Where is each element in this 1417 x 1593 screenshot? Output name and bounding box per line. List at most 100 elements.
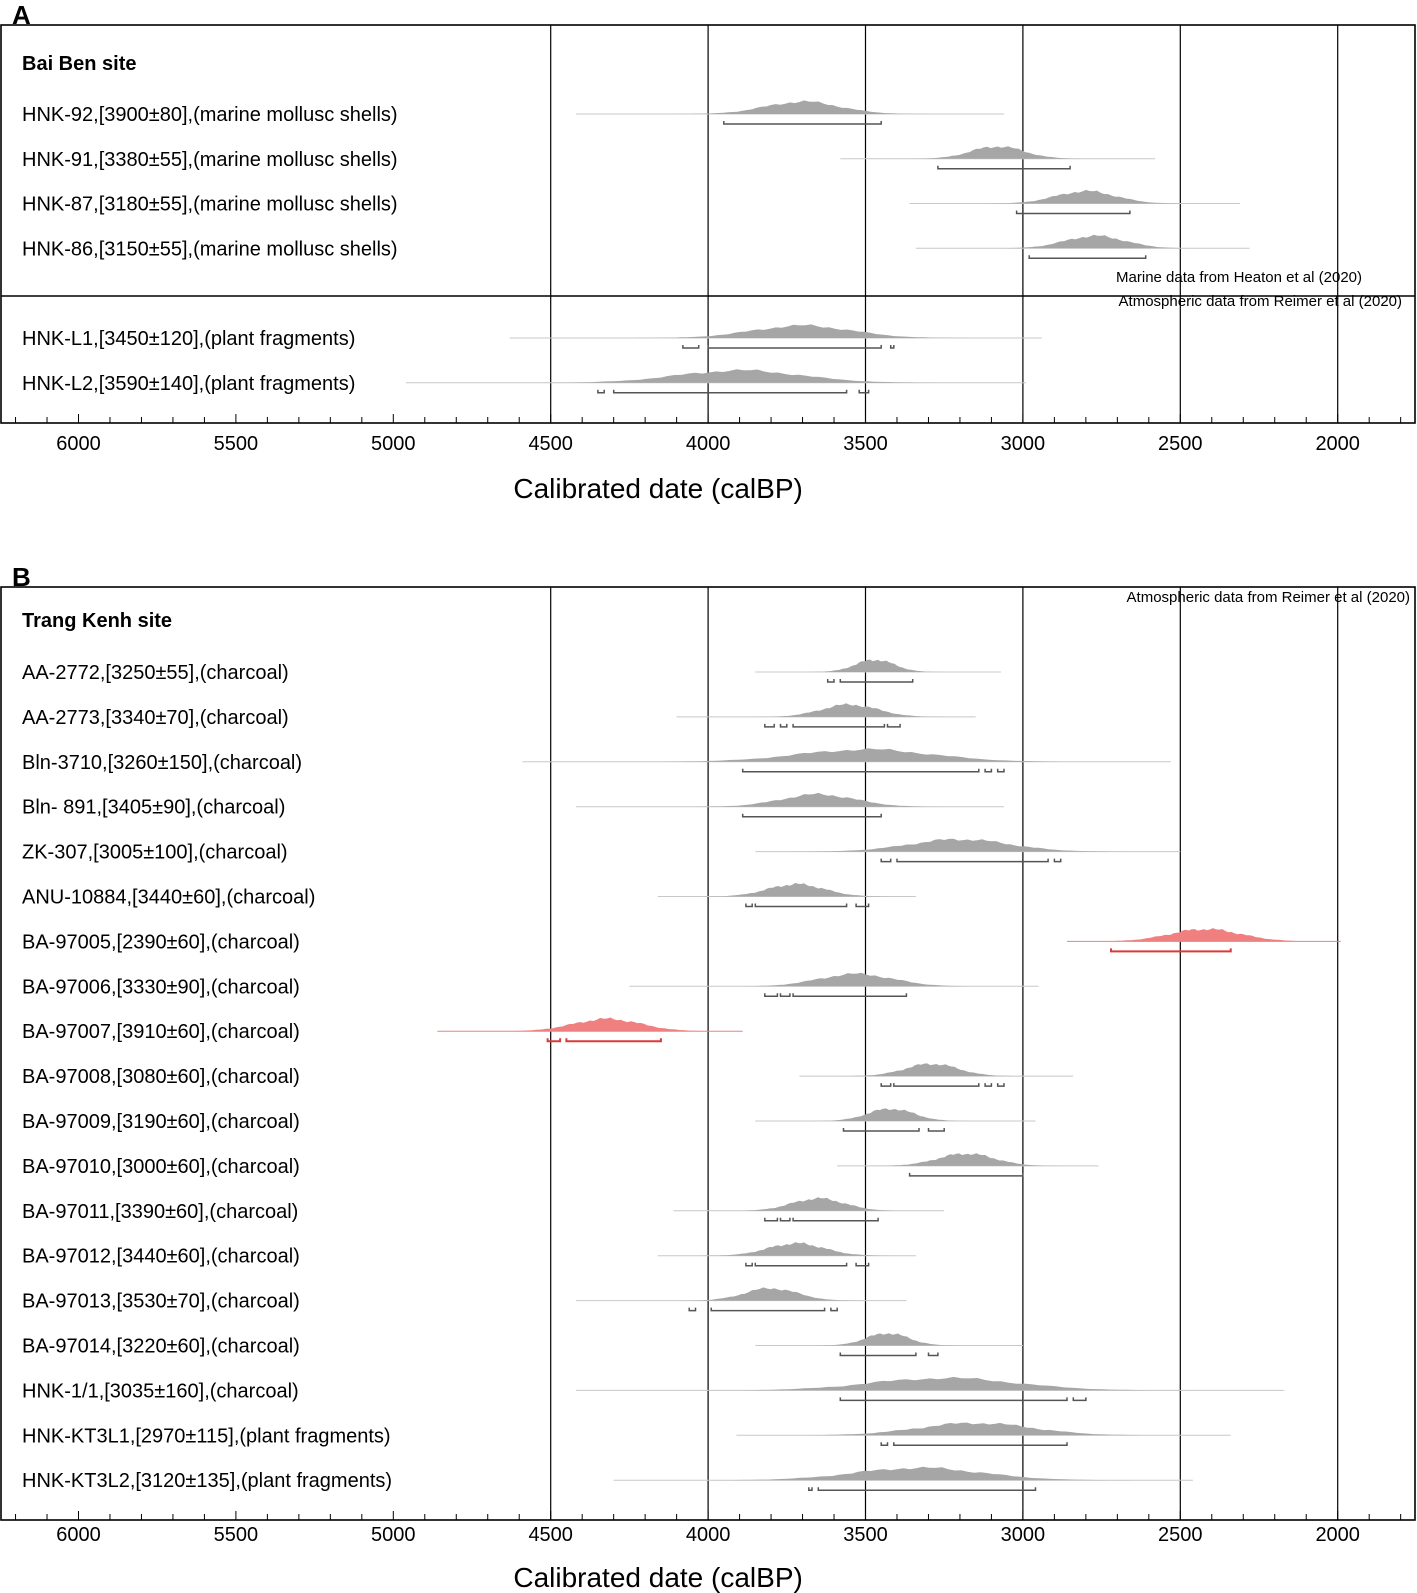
panel-letter: A [12,0,31,30]
range-bracket [754,903,848,908]
sample-row: BA-97014,[3220±60],(charcoal) [22,1333,1023,1358]
probability-distribution [575,1376,1285,1391]
range-bracket [830,1307,838,1312]
range-bracket [839,679,914,683]
tick-label: 3000 [1001,433,1046,455]
probability-distribution [437,1017,743,1032]
tick-label: 4000 [686,433,731,455]
sample-row: BA-97012,[3440±60],(charcoal) [22,1242,916,1268]
range-bracket [1028,255,1147,259]
probability-distribution [736,1422,1231,1436]
range-bracket [996,1083,1005,1087]
x-axis-title: Calibrated date (calBP) [513,473,802,504]
source-note: Atmospheric data from Reimer et al (2020… [1119,293,1402,310]
range-bracket [1110,948,1232,953]
range-bracket [612,389,848,394]
sample-row: BA-97005,[2390±60],(charcoal) [22,928,1341,953]
sample-row: ANU-10884,[3440±60],(charcoal) [22,882,916,909]
tick-label: 2500 [1158,433,1203,455]
range-bracket [817,1487,1037,1491]
tick-label: 5500 [214,1524,259,1546]
sample-label: BA-97007,[3910±60],(charcoal) [22,1021,300,1043]
range-bracket [808,1487,813,1491]
range-bracket [927,1352,939,1357]
range-bracket [893,1083,980,1087]
range-bracket [984,768,993,773]
sample-row: BA-97011,[3390±60],(charcoal) [22,1197,945,1223]
sample-label: HNK-L2,[3590±140],(plant fragments) [22,373,355,395]
range-bracket [565,1038,662,1043]
sample-row: AA-2773,[3340±70],(charcoal) [22,703,976,729]
range-bracket [546,1038,562,1043]
range-bracket [764,723,775,728]
tick-label: 2500 [1158,1524,1203,1546]
x-axis-title: Calibrated date (calBP) [513,1562,802,1593]
range-bracket [707,345,882,349]
range-bracket [855,1262,870,1267]
sample-label: HNK-KT3L2,[3120±135],(plant fragments) [22,1470,392,1492]
range-bracket [908,1172,1024,1177]
sample-row: Bln-3710,[3260±150],(charcoal) [22,748,1171,774]
range-bracket [688,1307,697,1312]
sample-row: HNK-L1,[3450±120],(plant fragments) [22,324,1042,350]
range-bracket [682,345,700,349]
probability-distribution [657,1242,916,1256]
range-bracket [779,1217,791,1222]
range-bracket [927,1128,945,1132]
range-bracket [779,993,791,998]
probability-distribution [613,1466,1193,1481]
sample-label: AA-2772,[3250±55],(charcoal) [22,662,289,684]
probability-distribution [840,146,1156,159]
probability-distribution [837,1153,1099,1166]
range-bracket [741,768,980,773]
probability-distribution [1067,928,1341,942]
tick-label: 5000 [371,1524,416,1546]
sample-label: HNK-86,[3150±55],(marine mollusc shells) [22,238,398,260]
sample-label: BA-97006,[3330±90],(charcoal) [22,976,300,998]
sample-label: BA-97005,[2390±60],(charcoal) [22,931,300,953]
probability-distribution [405,369,1026,383]
range-bracket [896,858,1049,863]
probability-distribution [915,234,1250,249]
range-bracket [745,903,753,908]
probability-distribution [673,1197,945,1211]
range-bracket [710,1307,826,1312]
range-bracket [858,389,870,394]
tick-label: 5500 [214,433,259,455]
sample-label: HNK-1/1,[3035±160],(charcoal) [22,1380,299,1402]
tick-label: 2000 [1315,433,1360,455]
sample-label: AA-2773,[3340±70],(charcoal) [22,707,289,729]
sample-row: AA-2772,[3250±55],(charcoal) [22,659,1001,684]
sample-row: BA-97010,[3000±60],(charcoal) [22,1153,1099,1178]
sample-label: HNK-91,[3380±55],(marine mollusc shells) [22,149,398,171]
probability-distribution [575,792,1004,807]
sample-label: BA-97011,[3390±60],(charcoal) [22,1201,298,1223]
range-bracket [723,121,882,125]
sample-label: HNK-KT3L1,[2970±115],(plant fragments) [22,1425,391,1447]
tick-label: 4500 [528,433,573,455]
sample-row: HNK-86,[3150±55],(marine mollusc shells) [22,234,1250,260]
range-bracket [745,1262,753,1267]
sample-row: HNK-1/1,[3035±160],(charcoal) [22,1376,1285,1402]
range-bracket [886,723,901,728]
range-bracket [1053,858,1062,863]
range-bracket [597,389,605,394]
range-bracket [754,1262,848,1267]
range-bracket [1072,1397,1087,1402]
sample-row: HNK-91,[3380±55],(marine mollusc shells) [22,146,1156,171]
sample-label: BA-97013,[3530±70],(charcoal) [22,1291,300,1313]
source-note: Marine data from Heaton et al (2020) [1116,269,1362,286]
sample-label: Bln- 891,[3405±90],(charcoal) [22,797,285,819]
range-bracket [855,903,870,908]
sample-label: BA-97010,[3000±60],(charcoal) [22,1156,300,1178]
range-bracket [996,768,1005,773]
panel-b: B Trang Kenh site Atmospheric data from Re… [0,562,1416,1593]
probability-distribution [575,1287,907,1301]
tick-label: 4500 [528,1524,573,1546]
range-bracket [792,1217,879,1222]
sample-label: HNK-92,[3900±80],(marine mollusc shells) [22,104,398,126]
probability-distribution [629,972,1039,987]
range-bracket [1015,210,1131,215]
sample-label: BA-97014,[3220±60],(charcoal) [22,1336,300,1358]
